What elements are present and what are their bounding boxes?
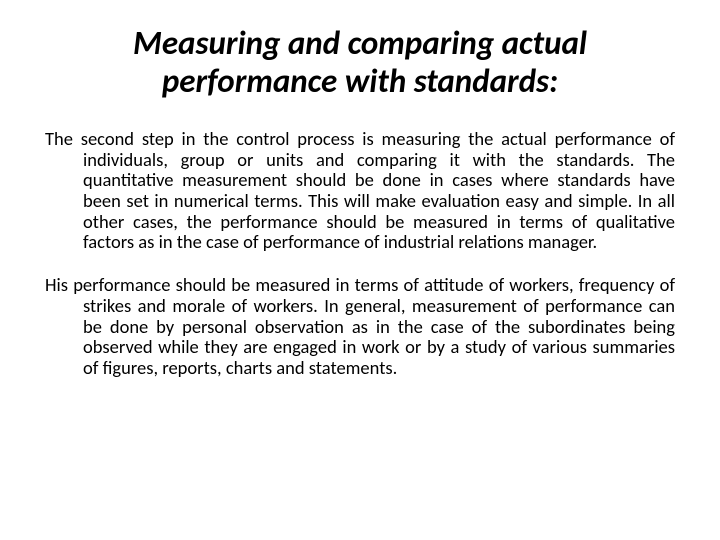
slide-title: Measuring and comparing actual performan… xyxy=(45,25,675,101)
body-paragraph-1: The second step in the control process i… xyxy=(45,129,675,253)
body-paragraph-2: His performance should be measured in te… xyxy=(45,275,675,379)
